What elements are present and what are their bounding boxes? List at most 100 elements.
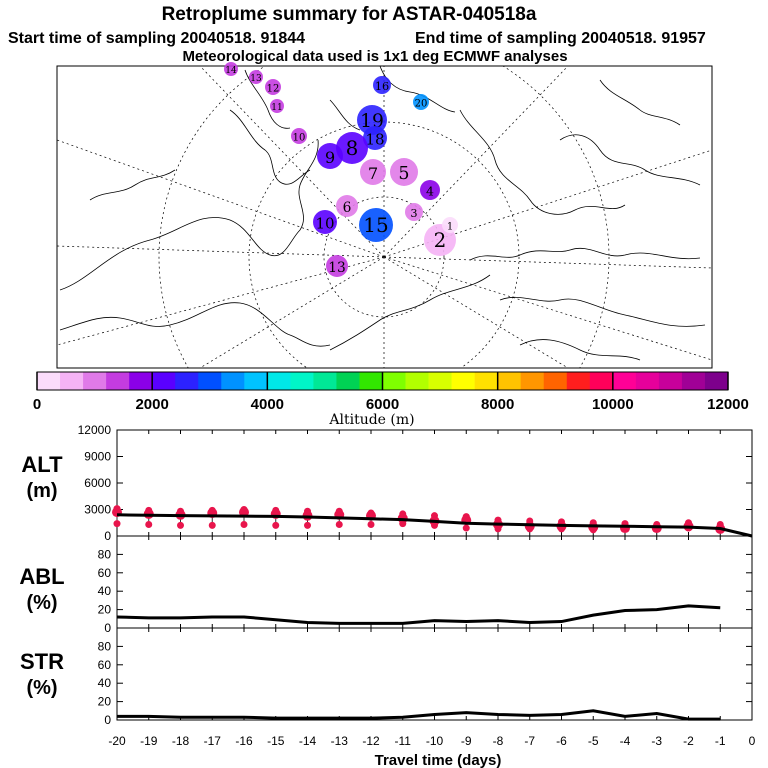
plume-point — [462, 524, 470, 532]
colorbar-swatch — [543, 372, 568, 390]
colorbar-swatch — [290, 372, 314, 390]
colorbar-swatch — [83, 372, 107, 390]
x-tick-label: -10 — [426, 734, 444, 748]
colorbar-swatch — [681, 372, 706, 390]
x-tick-label: -12 — [362, 734, 380, 748]
plume-marker — [291, 128, 307, 144]
y-tick-label: 80 — [98, 547, 112, 561]
x-tick-label: -2 — [683, 734, 694, 748]
colorbar-tick-label: 2000 — [135, 396, 168, 413]
panel-frame — [116, 627, 753, 721]
x-tick-label: -13 — [331, 734, 349, 748]
plume-marker — [442, 217, 458, 233]
colorbar-swatch — [566, 372, 591, 390]
plume-day-label: 6 — [343, 200, 352, 216]
plume-point — [589, 526, 597, 534]
x-tick-label: -19 — [140, 734, 158, 748]
str-line — [117, 709, 721, 721]
panel-label: ABL — [19, 564, 64, 589]
colorbar-tick-label: 10000 — [592, 396, 634, 413]
panel-unit: (%) — [26, 592, 57, 614]
plume-point — [240, 521, 248, 529]
x-axis-label: Travel time (days) — [375, 752, 502, 768]
plume-point — [113, 520, 121, 528]
plume-marker — [405, 203, 423, 221]
colorbar-swatch — [152, 372, 176, 390]
y-tick-label: 80 — [98, 639, 112, 653]
plume-marker — [360, 159, 386, 185]
x-tick-label: -1 — [715, 734, 726, 748]
plume-marker — [363, 126, 387, 150]
colorbar-swatch — [474, 372, 498, 390]
plume-marker — [313, 210, 337, 234]
y-tick-label: 20 — [98, 603, 112, 617]
panel-unit: (m) — [26, 480, 57, 502]
x-tick-label: -16 — [235, 734, 253, 748]
plume-marker — [270, 99, 284, 113]
x-tick-label: 0 — [749, 734, 756, 748]
plume-marker — [249, 70, 263, 84]
colorbar-tick-label: 6000 — [366, 396, 399, 413]
plume-point — [272, 521, 280, 529]
colorbar-swatch — [37, 372, 61, 390]
colorbar-swatch — [497, 372, 521, 390]
colorbar-swatch — [405, 372, 429, 390]
plume-day-label: 15 — [363, 213, 388, 237]
y-tick-label: 6000 — [84, 476, 111, 490]
colorbar-swatch — [359, 372, 383, 390]
x-tick-label: -7 — [524, 734, 535, 748]
x-tick-label: -5 — [588, 734, 599, 748]
colorbar-swatch — [382, 372, 406, 390]
y-tick-label: 0 — [104, 713, 111, 727]
colorbar-swatch — [221, 372, 245, 390]
abl-line — [116, 604, 721, 625]
y-tick-label: 40 — [98, 676, 112, 690]
plume-day-label: 11 — [271, 103, 282, 113]
plume-marker — [420, 180, 440, 200]
plume-point — [526, 525, 534, 533]
x-tick-label: -4 — [620, 734, 631, 748]
colorbar-swatch — [198, 372, 222, 390]
panel-frame — [116, 535, 753, 629]
colorbar-swatch — [267, 372, 291, 390]
y-tick-label: 9000 — [84, 450, 111, 464]
colorbar-swatch — [244, 372, 268, 390]
plume-marker — [373, 76, 391, 94]
colorbar-swatch — [60, 372, 84, 390]
plume-point — [399, 520, 407, 528]
x-tick-label: -6 — [556, 734, 567, 748]
panel-unit: (%) — [26, 677, 57, 699]
y-tick-label: 40 — [98, 584, 112, 598]
plume-point — [431, 521, 438, 529]
x-tick-label: -9 — [461, 734, 472, 748]
colorbar-swatch — [658, 372, 683, 390]
y-tick-label: 3000 — [84, 503, 111, 517]
plume-day-label: 16 — [375, 80, 389, 93]
chart-title: Retroplume summary for ASTAR-040518a — [162, 4, 537, 25]
met-data-note: Meteorological data used is 1x1 deg ECMW… — [182, 48, 567, 65]
plume-marker — [224, 62, 238, 76]
plume-day-label: 12 — [267, 83, 280, 94]
plume-marker — [413, 94, 429, 110]
plume-day-label: 13 — [328, 260, 346, 276]
plume-point — [335, 521, 343, 529]
plume-day-label: 5 — [398, 164, 409, 184]
start-time: Start time of sampling 20040518. 91844 — [8, 30, 305, 47]
time-series-panels: ALT(m)030006000900012000ABL(%)020406080S… — [19, 423, 755, 748]
plume-point — [208, 521, 216, 529]
colorbar-swatch — [451, 372, 475, 390]
plume-day-label: 13 — [250, 74, 262, 84]
coastlines — [59, 66, 706, 361]
plume-day-label: 10 — [293, 132, 306, 143]
colorbar-tick-label: 0 — [33, 396, 41, 413]
colorbar: 0 2000 4000 6000 8000 10000 12000 — [33, 371, 749, 413]
plume-point — [177, 521, 184, 529]
y-tick-label: 0 — [104, 621, 111, 635]
x-tick-label: -17 — [204, 734, 222, 748]
plume-day-label: 4 — [426, 184, 434, 199]
end-time: End time of sampling 20040518. 91957 — [415, 30, 706, 47]
x-tick-label: -14 — [299, 734, 317, 748]
plume-day-label: 3 — [410, 207, 417, 220]
